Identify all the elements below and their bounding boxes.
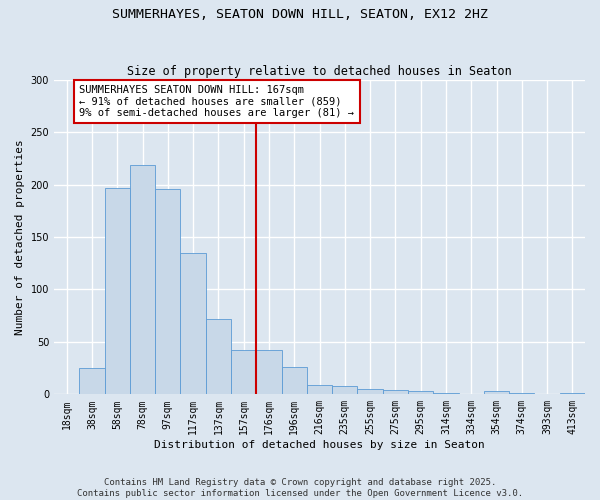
Bar [104,188,130,394]
Bar [155,189,181,394]
Text: Contains HM Land Registry data © Crown copyright and database right 2025.
Contai: Contains HM Land Registry data © Crown c… [77,478,523,498]
X-axis label: Distribution of detached houses by size in Seaton: Distribution of detached houses by size … [154,440,485,450]
Bar [408,391,433,394]
Bar [231,350,256,395]
Bar [256,350,281,395]
Bar [307,385,332,394]
Bar [206,319,231,394]
Title: Size of property relative to detached houses in Seaton: Size of property relative to detached ho… [127,66,512,78]
Bar [281,367,307,394]
Bar [484,391,509,394]
Text: SUMMERHAYES SEATON DOWN HILL: 167sqm
← 91% of detached houses are smaller (859)
: SUMMERHAYES SEATON DOWN HILL: 167sqm ← 9… [79,85,355,118]
Text: SUMMERHAYES, SEATON DOWN HILL, SEATON, EX12 2HZ: SUMMERHAYES, SEATON DOWN HILL, SEATON, E… [112,8,488,20]
Bar [358,389,383,394]
Bar [130,164,155,394]
Bar [79,368,104,394]
Bar [181,252,206,394]
Bar [332,386,358,394]
Bar [383,390,408,394]
Y-axis label: Number of detached properties: Number of detached properties [15,139,25,335]
